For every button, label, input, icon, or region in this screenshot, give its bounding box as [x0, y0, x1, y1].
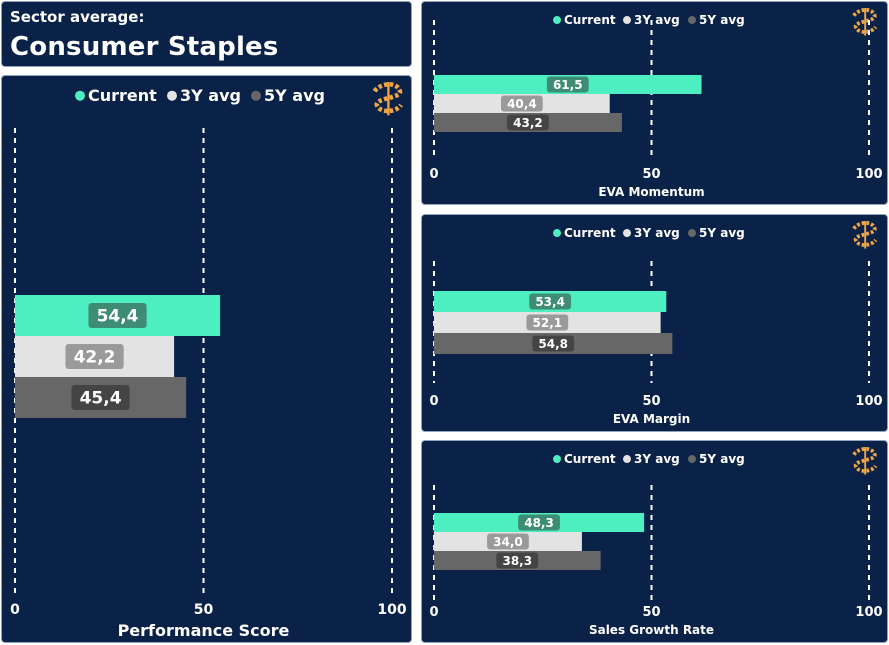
data-label-5y-avg: 45,4 [80, 389, 122, 409]
chart-panel-eva-margin: Current 3Y avg 5Y avg 0 50 100 EVA Margin 53,4 5… [421, 214, 888, 432]
data-label-3y-avg: 52,1 [533, 316, 563, 330]
data-label-3y-avg: 34,0 [493, 535, 523, 549]
data-label-5y-avg: 43,2 [513, 116, 543, 130]
data-label-bg-5y-avg [507, 114, 549, 131]
axis-label: Sales Growth Rate [589, 623, 714, 637]
legend-label-current: Current [564, 452, 616, 466]
legend-label-5y-avg: 5Y avg [264, 86, 325, 105]
legend-label-3y-avg: 3Y avg [180, 86, 241, 105]
legend-marker-5y-avg [688, 16, 696, 25]
legend-label-5y-avg: 5Y avg [699, 452, 745, 466]
data-label-bg-current [518, 514, 560, 531]
chart-sales-growth-rate: Current 3Y avg 5Y avg 0 50 100 Sales Growth Ra… [429, 447, 883, 637]
legend-label-current: Current [564, 13, 616, 27]
chart-panel-eva-momentum: Current 3Y avg 5Y avg 0 50 100 EVA Momentum 61,… [421, 1, 888, 205]
tick-label-100: 100 [855, 167, 882, 182]
legend-label-current: Current [88, 86, 157, 105]
tick-label-50: 50 [194, 602, 214, 618]
data-label-bg-5y-avg [532, 335, 575, 352]
legend-marker-5y-avg [688, 229, 696, 238]
axis-label: EVA Momentum [598, 185, 704, 199]
page-subtitle: Sector average: [10, 8, 145, 26]
legend-marker-5y-avg [251, 90, 261, 101]
legend-marker-current [553, 455, 561, 464]
data-label-bg-current [546, 76, 589, 93]
data-label-bg-3y-avg [526, 314, 569, 331]
dollar-logo-icon [852, 221, 878, 249]
axis-label: EVA Margin [613, 412, 690, 426]
data-label-bg-current [88, 303, 147, 328]
legend-marker-current [75, 90, 85, 101]
tick-label-0: 0 [429, 394, 438, 409]
legend-marker-3y-avg [167, 90, 177, 101]
tick-label-0: 0 [10, 602, 20, 618]
data-label-bg-3y-avg [487, 533, 529, 550]
legend-marker-3y-avg [623, 455, 631, 464]
data-label-current: 53,4 [535, 295, 565, 309]
legend-marker-5y-avg [688, 455, 696, 464]
data-label-current: 48,3 [524, 516, 554, 530]
tick-label-100: 100 [855, 605, 882, 620]
legend-label-5y-avg: 5Y avg [699, 226, 745, 240]
data-label-5y-avg: 54,8 [538, 337, 568, 351]
dollar-logo-icon [852, 447, 878, 475]
chart-performance-score: Current 3Y avg 5Y avg 0 50 100 Performance Sco… [10, 82, 407, 640]
data-label-bg-3y-avg [500, 95, 543, 112]
axis-label: Performance Score [118, 621, 290, 640]
tick-label-50: 50 [642, 605, 660, 620]
tick-label-0: 0 [429, 167, 438, 182]
tick-label-0: 0 [429, 605, 438, 620]
chart-eva-margin: Current 3Y avg 5Y avg 0 50 100 EVA Margin 53,4 5… [429, 221, 883, 426]
data-label-3y-avg: 42,2 [74, 348, 116, 368]
data-label-bg-5y-avg [71, 385, 130, 410]
chart-panel-performance-score: Current 3Y avg 5Y avg 0 50 100 Performance Sco… [1, 75, 412, 643]
legend-label-5y-avg: 5Y avg [699, 13, 745, 27]
legend-marker-current [553, 16, 561, 25]
legend-label-current: Current [564, 226, 616, 240]
legend-marker-3y-avg [623, 16, 631, 25]
legend-marker-3y-avg [623, 229, 631, 238]
data-label-bg-5y-avg [496, 552, 539, 569]
tick-label-100: 100 [855, 394, 882, 409]
data-label-bg-3y-avg [65, 344, 124, 369]
data-label-current: 54,4 [97, 307, 139, 327]
dollar-logo-icon [852, 8, 878, 36]
data-label-current: 61,5 [553, 78, 583, 92]
legend-label-3y-avg: 3Y avg [634, 13, 680, 27]
data-label-bg-current [529, 293, 572, 310]
legend-label-3y-avg: 3Y avg [634, 226, 680, 240]
tick-label-100: 100 [377, 602, 406, 618]
legend-label-3y-avg: 3Y avg [634, 452, 680, 466]
title-panel: Sector average: Consumer Staples [1, 1, 412, 67]
page-title: Consumer Staples [10, 32, 279, 62]
chart-panel-sales-growth-rate: Current 3Y avg 5Y avg 0 50 100 Sales Growth Ra… [421, 440, 888, 643]
tick-label-50: 50 [642, 167, 660, 182]
data-label-5y-avg: 38,3 [502, 554, 532, 568]
chart-eva-momentum: Current 3Y avg 5Y avg 0 50 100 EVA Momentum 61,… [429, 8, 883, 199]
data-label-3y-avg: 40,4 [507, 97, 537, 111]
tick-label-50: 50 [642, 394, 660, 409]
dollar-logo-icon [372, 82, 403, 116]
legend-marker-current [553, 229, 561, 238]
